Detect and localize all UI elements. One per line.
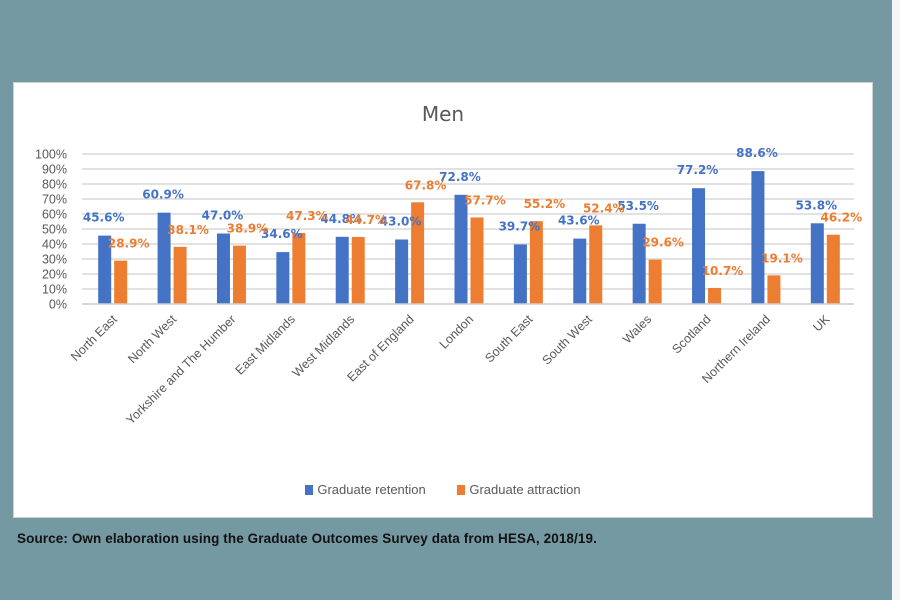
x-tick-label: West Midlands xyxy=(290,312,358,380)
y-tick-label: 10% xyxy=(42,283,67,297)
x-tick-label: North West xyxy=(125,312,179,366)
legend-item-retention: Graduate retention xyxy=(305,482,426,497)
bar-attraction xyxy=(826,234,840,304)
data-label-attraction: 38.1% xyxy=(167,223,209,237)
y-tick-label: 100% xyxy=(35,148,67,162)
y-tick-label: 80% xyxy=(42,178,67,192)
bar-retention xyxy=(751,171,765,304)
chart-legend: Graduate retention Graduate attraction xyxy=(14,482,872,497)
bar-retention xyxy=(335,236,349,304)
data-label-attraction: 44.7% xyxy=(345,213,387,227)
bar-attraction xyxy=(470,217,484,304)
bar-attraction xyxy=(767,275,781,304)
bar-attraction xyxy=(411,202,425,304)
bar-attraction xyxy=(351,236,365,304)
bar-attraction xyxy=(292,233,306,304)
x-tick-label: Scotland xyxy=(669,312,713,356)
y-tick-label: 30% xyxy=(42,253,67,267)
bar-retention xyxy=(216,233,230,304)
x-tick-label: South East xyxy=(482,312,536,366)
y-tick-label: 90% xyxy=(42,163,67,177)
data-label-retention: 47.0% xyxy=(202,209,244,223)
data-label-attraction: 28.9% xyxy=(108,237,150,251)
bar-retention xyxy=(454,194,468,304)
bar-retention xyxy=(573,238,587,304)
bar-attraction xyxy=(114,260,128,304)
data-label-attraction: 38.9% xyxy=(227,222,269,236)
legend-swatch-attraction xyxy=(457,485,466,495)
data-label-attraction: 19.1% xyxy=(761,251,803,265)
legend-label-attraction: Graduate attraction xyxy=(469,482,581,497)
y-tick-label: 70% xyxy=(42,193,67,207)
data-label-retention: 43.0% xyxy=(380,215,422,229)
x-tick-label: London xyxy=(437,312,476,351)
y-tick-label: 50% xyxy=(42,223,67,237)
bar-attraction xyxy=(529,221,543,304)
bar-retention xyxy=(395,239,409,304)
data-label-retention: 53.5% xyxy=(617,199,659,213)
bar-retention xyxy=(98,235,112,304)
x-tick-label: Yorkshire and The Humber xyxy=(124,312,239,427)
x-tick-label: Wales xyxy=(620,312,654,346)
data-label-retention: 45.6% xyxy=(83,211,125,225)
data-label-attraction: 52.4% xyxy=(583,201,625,215)
data-label-attraction: 57.7% xyxy=(464,193,506,207)
bar-attraction xyxy=(173,246,187,304)
legend-label-retention: Graduate retention xyxy=(317,482,426,497)
y-tick-label: 20% xyxy=(42,268,67,282)
data-label-retention: 88.6% xyxy=(736,146,778,160)
legend-item-attraction: Graduate attraction xyxy=(457,482,581,497)
bar-retention xyxy=(157,212,171,304)
data-label-retention: 39.7% xyxy=(499,219,541,233)
chart-plot: 0%10%20%30%40%50%60%70%80%90%100% 45.6% 60… xyxy=(35,146,862,427)
bar-attraction xyxy=(708,287,722,304)
y-tick-label: 40% xyxy=(42,238,67,252)
bar-attraction xyxy=(232,245,246,304)
data-label-attraction: 67.8% xyxy=(405,178,447,192)
bar-retention xyxy=(276,252,290,304)
bar-attraction xyxy=(589,225,603,304)
y-tick-label: 0% xyxy=(49,298,67,312)
x-tick-label: South West xyxy=(539,312,595,368)
bar-retention xyxy=(513,244,527,304)
bar-attraction xyxy=(648,259,662,304)
x-tick-label: UK xyxy=(810,312,833,335)
page-edge-strip xyxy=(892,0,900,600)
data-label-attraction: 10.7% xyxy=(702,264,744,278)
data-label-retention: 72.8% xyxy=(439,170,481,184)
data-label-retention: 34.6% xyxy=(261,227,303,241)
data-label-retention: 60.9% xyxy=(142,188,184,202)
data-label-attraction: 29.6% xyxy=(642,236,684,250)
data-label-attraction: 46.2% xyxy=(820,211,862,225)
chart-title: Men xyxy=(421,102,465,126)
data-label-retention: 44.8% xyxy=(320,212,362,226)
chart-container: Men 0% 10% 20% 30% 40% 50% 60% 70% 80% 90% 100% 45.… xyxy=(13,82,873,518)
legend-swatch-retention xyxy=(305,485,314,495)
data-label-retention: 43.6% xyxy=(558,214,600,228)
data-label-attraction: 47.3% xyxy=(286,209,328,223)
data-label-retention: 53.8% xyxy=(795,198,837,212)
bar-retention xyxy=(810,223,824,304)
data-label-attraction: 55.2% xyxy=(524,197,566,211)
x-tick-label: East Midlands xyxy=(233,312,298,377)
y-tick-label: 60% xyxy=(42,208,67,222)
data-label-retention: 77.2% xyxy=(677,163,719,177)
source-note: Source: Own elaboration using the Gradua… xyxy=(17,531,597,546)
bar-retention xyxy=(632,223,646,304)
bar-retention xyxy=(692,188,706,304)
x-tick-label: North East xyxy=(68,312,120,364)
